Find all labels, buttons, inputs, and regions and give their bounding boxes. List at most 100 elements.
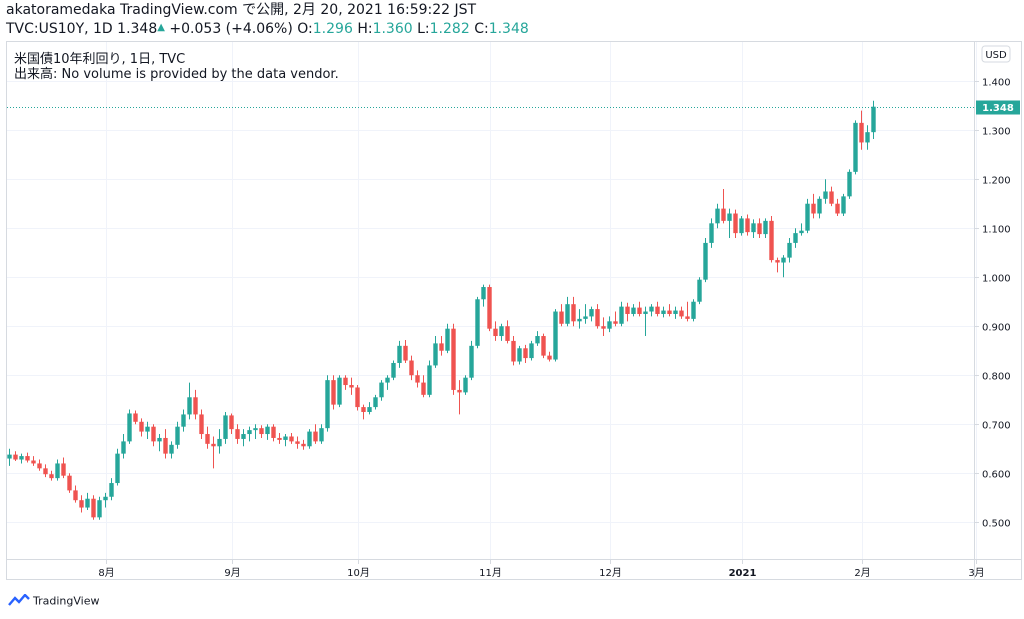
candle-body — [373, 397, 378, 408]
candle-body — [289, 436, 294, 442]
candle — [25, 452, 30, 463]
candle — [703, 238, 708, 283]
candle-body — [865, 132, 870, 143]
candle — [43, 464, 48, 478]
x-tick-label: 3月 — [968, 567, 984, 579]
candle — [307, 429, 312, 449]
candle-body — [367, 407, 372, 412]
candle-body — [319, 428, 324, 442]
candle-body — [859, 122, 864, 143]
low-value: 1.282 — [429, 21, 470, 37]
close-label: C: — [474, 21, 489, 37]
candle — [541, 333, 546, 359]
candle — [823, 179, 828, 204]
candle-body — [529, 343, 534, 359]
candle — [715, 203, 720, 229]
candle-body — [391, 362, 396, 378]
svg-text:1.348: 1.348 — [982, 103, 1014, 114]
candle — [361, 404, 366, 420]
candle — [463, 375, 468, 395]
candle — [745, 214, 750, 236]
candle-body — [679, 310, 684, 317]
candle — [37, 459, 42, 471]
candle-body — [331, 380, 336, 405]
candle-body — [115, 453, 120, 484]
y-tick-label: 0.900 — [982, 323, 1011, 334]
candle-body — [727, 213, 732, 221]
candle-body — [739, 218, 744, 234]
candle — [427, 360, 432, 398]
chart-frame — [6, 41, 1022, 580]
candle — [613, 311, 618, 327]
candle — [265, 424, 270, 440]
candle — [523, 344, 528, 363]
candle — [499, 323, 504, 341]
candle — [331, 375, 336, 410]
candle — [577, 309, 582, 329]
tradingview-logo-icon — [8, 593, 30, 609]
candle — [439, 336, 444, 356]
candle-body — [19, 456, 24, 460]
candle-body — [133, 413, 138, 422]
candle-body — [493, 328, 498, 337]
candle — [211, 436, 216, 469]
candle — [487, 284, 492, 332]
candle-body — [109, 483, 114, 497]
candle — [529, 340, 534, 361]
candle-body — [7, 454, 12, 459]
candle-body — [607, 321, 612, 329]
candle-body — [565, 304, 570, 324]
candle — [121, 434, 126, 459]
candle — [571, 296, 576, 327]
candle-body — [103, 496, 108, 501]
candle-body — [25, 456, 30, 461]
candle-body — [85, 498, 90, 508]
candle — [805, 198, 810, 234]
candle-body — [685, 316, 690, 319]
currency-button[interactable]: USD — [981, 45, 1011, 63]
candle-body — [337, 377, 342, 405]
candle-body — [181, 414, 186, 427]
candle — [193, 389, 198, 420]
candle — [259, 425, 264, 438]
candle — [229, 413, 234, 435]
candle — [169, 441, 174, 459]
candle-body — [37, 463, 42, 469]
candle-body — [655, 306, 660, 314]
candle-body — [73, 490, 78, 501]
candle-body — [553, 311, 558, 360]
x-tick-label: 12月 — [599, 567, 622, 579]
series-title: 米国債10年利回り, 1日, TVC — [14, 52, 186, 67]
candle — [685, 301, 690, 322]
candle — [793, 228, 798, 248]
tradingview-brand[interactable]: TradingView — [8, 593, 100, 609]
candle — [187, 382, 192, 420]
grid-lines — [7, 42, 977, 559]
candle — [367, 402, 372, 415]
candle-body — [595, 309, 600, 327]
candle-body — [247, 430, 252, 435]
candle — [775, 257, 780, 273]
brand-label: TradingView — [33, 594, 100, 608]
candle — [13, 451, 18, 461]
x-tick-label: 8月 — [98, 567, 114, 579]
candle — [115, 448, 120, 486]
y-tick-label: 1.000 — [982, 274, 1011, 285]
candle — [373, 394, 378, 410]
candle — [415, 370, 420, 388]
candle — [841, 193, 846, 216]
y-tick-label: 1.200 — [982, 176, 1011, 187]
candle — [133, 410, 138, 425]
candle-body — [211, 443, 216, 447]
candle — [445, 323, 450, 354]
candle — [157, 434, 162, 452]
candle — [247, 426, 252, 442]
candle — [67, 473, 72, 493]
candle-body — [43, 468, 48, 475]
symbol-label: TVC:US10Y, 1D — [6, 21, 113, 37]
candle — [55, 459, 60, 481]
candle-body — [301, 443, 306, 447]
candle — [829, 186, 834, 207]
candle-body — [91, 498, 96, 518]
